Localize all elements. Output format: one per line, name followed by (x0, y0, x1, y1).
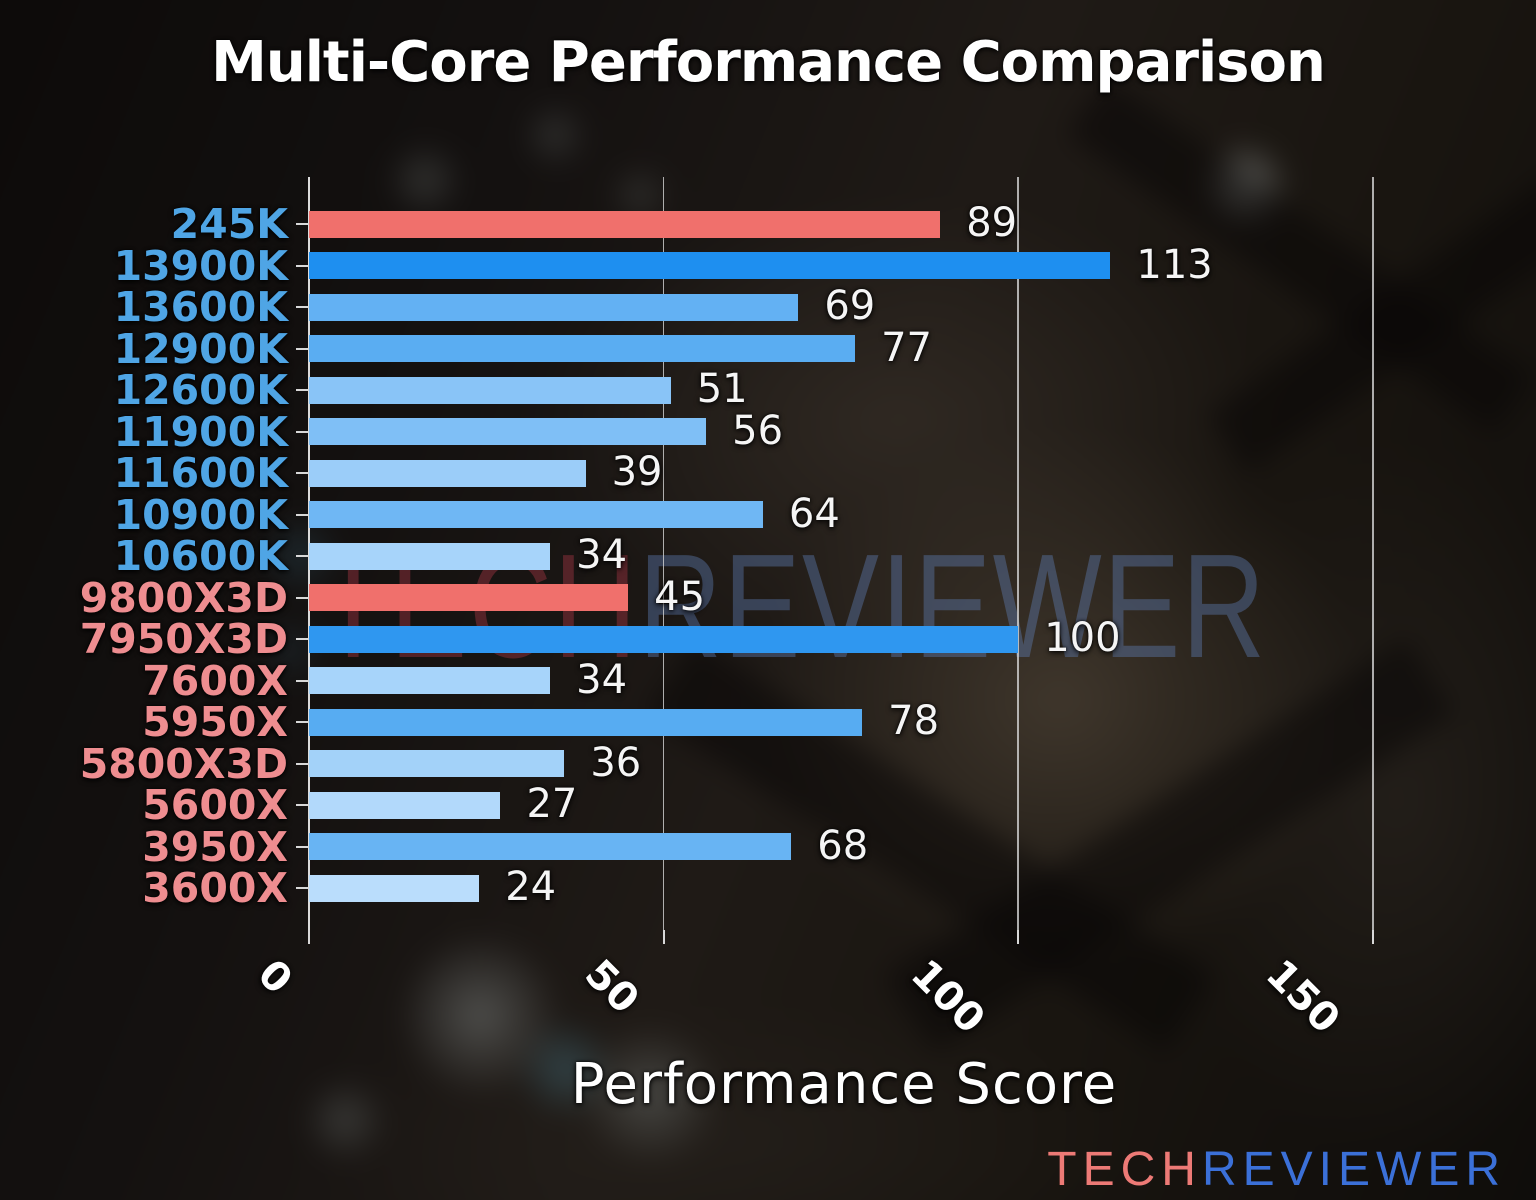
y-tick-mark (296, 638, 309, 640)
y-tick-mark (296, 679, 309, 682)
bar-7950X3D (309, 625, 1019, 653)
y-tick-mark (296, 555, 309, 557)
bar-9800X3D (309, 584, 629, 611)
bar-3600X (309, 874, 480, 902)
gridline-150 (1372, 177, 1374, 930)
bar-12600K (309, 376, 671, 404)
category-label: 10600K (113, 532, 288, 580)
value-label: 68 (817, 822, 869, 869)
category-label: 12600K (113, 366, 288, 414)
brand-logo: TECHREVIEWER (1047, 1142, 1506, 1197)
value-label: 39 (611, 449, 663, 496)
bar-10900K (309, 501, 763, 528)
category-label: 3950X (142, 822, 288, 871)
value-label: 24 (505, 864, 557, 911)
y-tick-mark (296, 845, 309, 848)
category-label: 7600X (142, 656, 288, 705)
category-label: 7950X3D (79, 615, 288, 663)
category-label: 3600X (142, 864, 288, 912)
y-tick-mark (296, 804, 309, 806)
value-label: 77 (881, 324, 932, 371)
category-label: 10900K (113, 490, 288, 539)
gridline-100 (1017, 177, 1019, 930)
y-tick-mark (296, 596, 309, 599)
y-tick-mark (296, 430, 309, 433)
category-label: 11600K (113, 449, 288, 497)
y-tick-mark (296, 762, 309, 765)
y-tick-mark (296, 223, 309, 225)
value-label: 113 (1136, 241, 1213, 288)
bar-5950X (309, 708, 863, 736)
bar-11900K (309, 418, 707, 445)
watermark-reviewer: REVIEWER (638, 524, 1267, 689)
value-label: 56 (732, 407, 784, 454)
value-label: 36 (590, 739, 642, 786)
value-label: 45 (654, 573, 706, 620)
brand-logo-tech: TECH (1047, 1143, 1202, 1196)
category-label: 9800X3D (79, 573, 288, 622)
chart-title: Multi-Core Performance Comparison (211, 30, 1326, 95)
y-tick-mark (296, 389, 309, 391)
plot-area: 89 113 69 77 51 56 39 64 34 45 100 34 78 36 27 68 24 (308, 177, 1465, 930)
value-label: 27 (526, 781, 578, 828)
value-label: 89 (966, 200, 1018, 247)
value-label: 69 (824, 283, 876, 330)
bar-10600K (309, 542, 551, 570)
value-label: 78 (888, 698, 940, 745)
y-tick-mark (296, 513, 309, 516)
category-label: 5950X (142, 698, 288, 746)
brand-logo-reviewer: REVIEWER (1201, 1143, 1506, 1196)
x-tick-mark (1371, 930, 1374, 944)
y-tick-mark (296, 264, 309, 267)
value-label: 100 (1044, 615, 1121, 662)
y-tick-mark (296, 887, 309, 889)
x-axis-title: Performance Score (570, 1052, 1118, 1117)
bar-7600X (309, 667, 551, 694)
category-label: 13600K (113, 283, 288, 331)
y-tick-mark (296, 306, 309, 308)
gridline-50 (662, 177, 665, 930)
bar-11600K (309, 459, 586, 487)
x-tick-mark (1017, 930, 1020, 944)
value-label: 34 (576, 656, 628, 703)
value-label: 34 (576, 532, 628, 579)
category-label: 13900K (113, 241, 288, 290)
bar-13900K (309, 252, 1111, 279)
bar-12900K (309, 335, 856, 362)
bar-3950X (309, 833, 792, 860)
value-label: 64 (788, 490, 840, 537)
y-tick-mark (296, 347, 309, 350)
y-tick-mark (296, 721, 309, 723)
category-label: 12900K (113, 324, 288, 373)
x-tick-mark (662, 930, 665, 944)
category-label: 11900K (113, 407, 288, 456)
category-label: 5800X3D (79, 739, 288, 788)
category-label: 5600X (142, 781, 288, 829)
bar-13600K (309, 293, 799, 321)
value-label: 51 (696, 366, 748, 413)
category-label: 245K (170, 200, 288, 248)
bar-5800X3D (309, 750, 565, 777)
bar-245K (309, 210, 941, 238)
y-tick-mark (296, 472, 309, 474)
bar-5600X (309, 791, 501, 819)
x-tick-mark (308, 930, 310, 944)
